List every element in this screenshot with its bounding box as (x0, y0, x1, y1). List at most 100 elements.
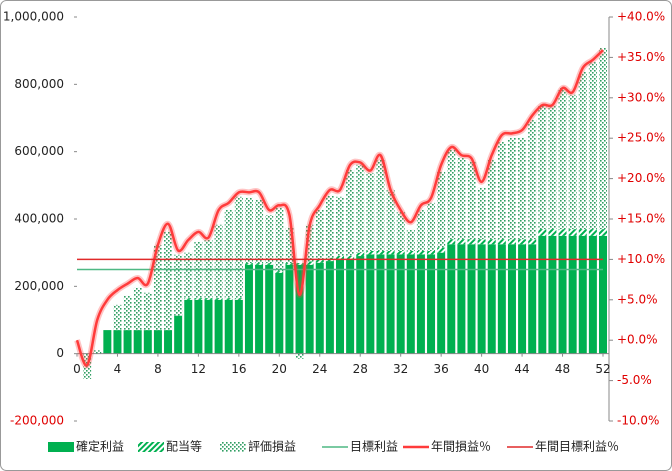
legend-label: 年間損益％ (431, 439, 491, 454)
bar (507, 137, 516, 240)
bar (578, 229, 587, 236)
bar (295, 263, 304, 265)
bar (164, 231, 173, 331)
bar (376, 250, 385, 255)
bar (538, 229, 547, 236)
bar (467, 239, 476, 245)
bar (487, 244, 496, 354)
bar (113, 330, 122, 354)
bar (588, 229, 597, 236)
bar (406, 254, 415, 354)
x-tick-label: 20 (272, 362, 287, 376)
bar (295, 353, 304, 359)
bar (275, 272, 284, 354)
y2-tick-label: -10.0% (617, 414, 659, 428)
bar (427, 254, 436, 354)
bar (477, 244, 486, 354)
bar (507, 239, 516, 245)
bar (164, 330, 173, 354)
bar (174, 254, 183, 316)
x-tick-label: 52 (595, 362, 610, 376)
bar (416, 209, 425, 251)
bar (588, 62, 597, 230)
bar (558, 88, 567, 230)
bar (437, 171, 446, 248)
x-tick-label: 44 (514, 362, 529, 376)
bar (265, 263, 274, 265)
y2-tick-label: +15.0% (617, 212, 665, 226)
bar (416, 254, 425, 354)
bar (285, 227, 294, 264)
y-tick-label: 0 (56, 346, 64, 360)
y2-tick-label: +30.0% (617, 90, 665, 104)
y2-tick-label: +25.0% (617, 131, 665, 145)
bar (336, 256, 344, 260)
bar (518, 244, 527, 354)
bar (356, 164, 365, 253)
bar (143, 330, 152, 354)
bar (558, 229, 567, 236)
bar (133, 287, 142, 331)
bar (386, 250, 395, 255)
bar (406, 250, 415, 255)
x-tick-label: 8 (154, 362, 162, 376)
bar (528, 244, 537, 354)
bar (457, 157, 466, 240)
bar (305, 264, 314, 354)
bar (315, 259, 324, 263)
bar (497, 141, 506, 240)
bar (538, 235, 547, 354)
bar (467, 161, 476, 240)
bar (599, 229, 607, 236)
bar (285, 263, 294, 265)
bar (477, 239, 486, 245)
line (75, 49, 604, 367)
bar (184, 252, 193, 299)
bar (528, 239, 537, 245)
y2-tick-label: -5.0% (617, 373, 652, 387)
bar (315, 209, 324, 260)
bar (457, 244, 466, 354)
bar (366, 250, 375, 255)
bar (244, 263, 253, 265)
y2-tick-label: +40.0% (617, 10, 665, 24)
y2-tick-label: +5.0% (617, 292, 658, 306)
bar (346, 256, 355, 260)
bar (477, 187, 486, 240)
bar (224, 209, 233, 299)
bar (578, 235, 587, 354)
bar (518, 239, 527, 245)
bar (376, 254, 385, 354)
bar (507, 244, 516, 354)
legend-swatch (48, 442, 74, 452)
bar (578, 71, 587, 230)
x-tick-label: 40 (474, 362, 489, 376)
bar (548, 229, 557, 236)
bar (123, 330, 132, 354)
bar (93, 350, 102, 354)
bar (447, 239, 456, 245)
bar (416, 250, 425, 255)
y-tick-label: 800,000 (14, 77, 64, 91)
bar (265, 264, 274, 354)
bar (103, 330, 112, 354)
bar (285, 264, 294, 354)
y2-tick-label: +35.0% (617, 50, 665, 64)
bar (305, 224, 314, 262)
bar (346, 259, 355, 354)
bar (427, 250, 436, 255)
bar (528, 120, 537, 240)
bar (518, 137, 527, 240)
bar (153, 244, 162, 331)
bar (244, 197, 253, 264)
bar (336, 196, 344, 257)
bar (376, 159, 385, 251)
legend-label: 配当等 (166, 440, 202, 454)
bar (558, 235, 567, 354)
bar (214, 298, 223, 300)
bar (396, 211, 405, 251)
legend-label: 年間目標利益％ (535, 440, 619, 454)
legend-swatch (220, 442, 246, 452)
bar (214, 299, 223, 354)
